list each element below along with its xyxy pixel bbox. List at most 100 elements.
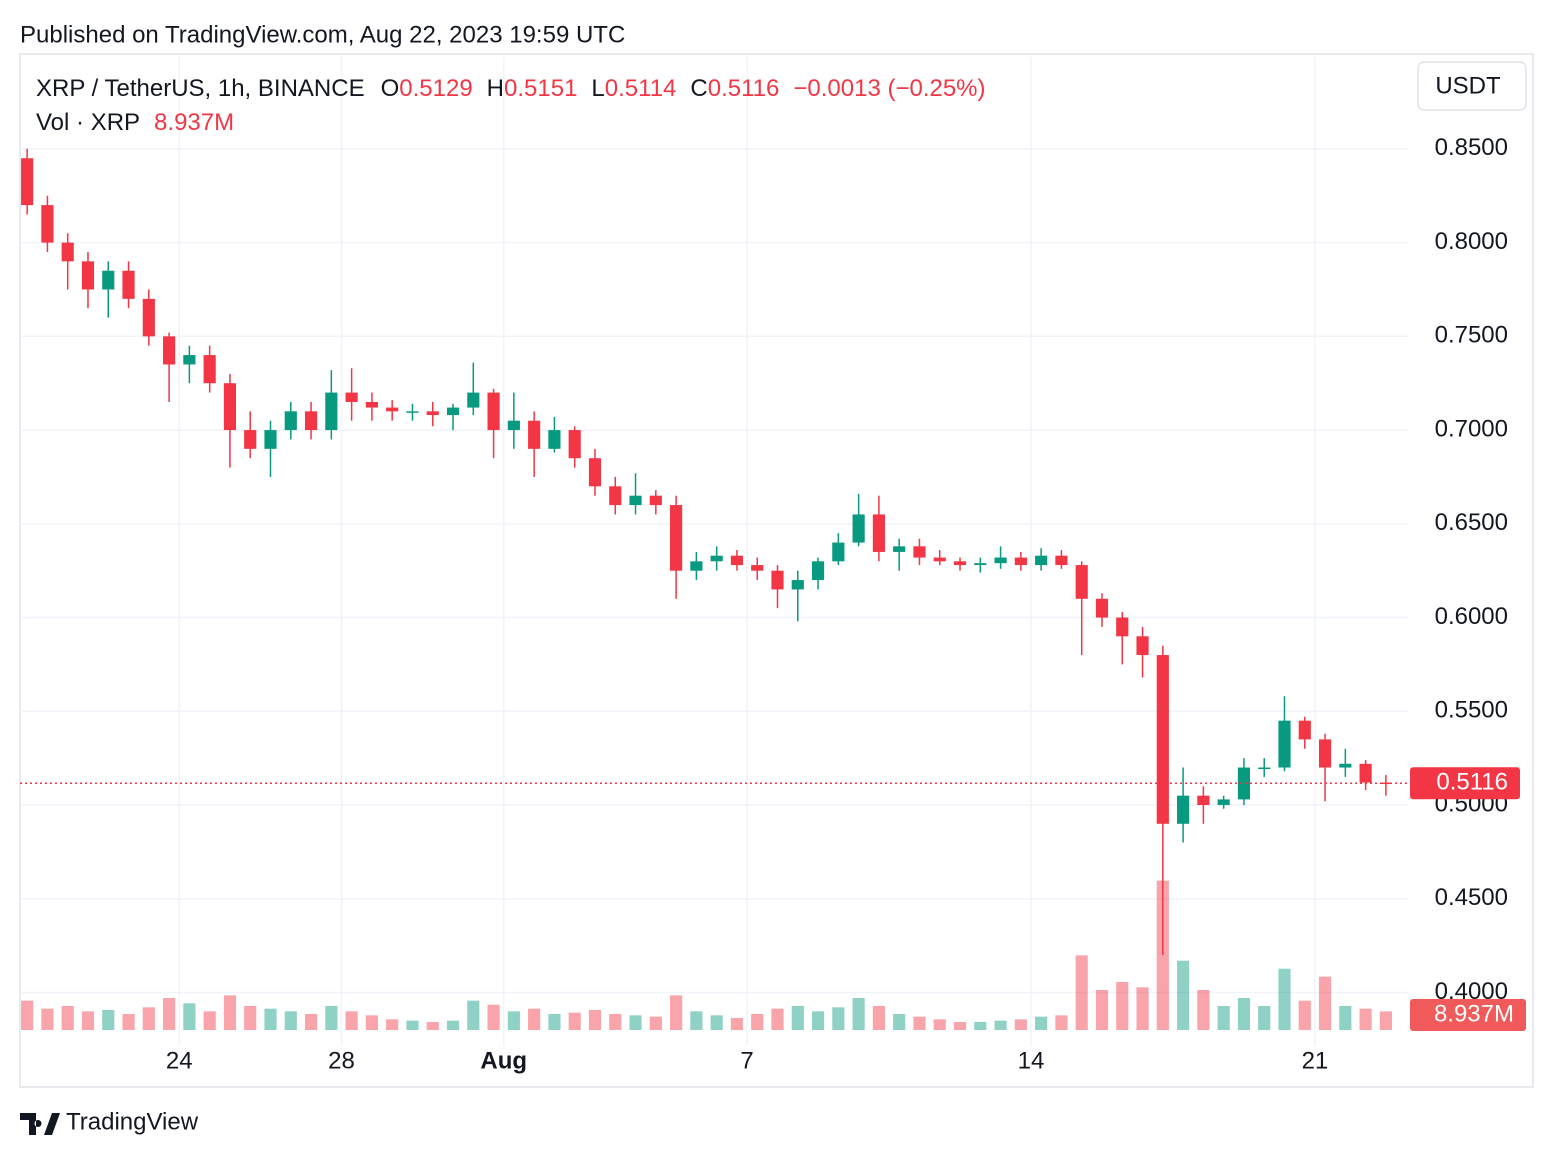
volume-bar [1318, 976, 1332, 1030]
candle-body [528, 420, 541, 449]
x-tick-label: 24 [166, 1047, 193, 1074]
volume-bar [406, 1020, 419, 1030]
volume-bar [446, 1020, 460, 1030]
volume-bar [933, 1019, 946, 1030]
volume-bar [223, 995, 237, 1030]
volume-bar [507, 1011, 520, 1030]
volume-bar [487, 1004, 500, 1030]
volume-bar [1177, 960, 1190, 1030]
candle-body [487, 392, 500, 431]
candle-body [102, 270, 115, 290]
candle-body [893, 546, 906, 552]
y-tick-label: 0.6000 [1435, 603, 1508, 630]
candle-body [588, 458, 602, 487]
candle-body [365, 401, 378, 408]
x-tick-label: 14 [1018, 1047, 1045, 1074]
volume-bar [1156, 880, 1169, 1030]
volume-bar [1197, 990, 1210, 1030]
plot: 0.40000.45000.50000.55000.60000.65000.70… [20, 57, 1526, 1074]
candle-body [406, 411, 419, 413]
volume-bar [264, 1008, 277, 1030]
currency-button[interactable] [1417, 61, 1527, 111]
volume-bar [1298, 1000, 1311, 1030]
currency-label[interactable]: USDT [1435, 72, 1501, 99]
volume-bar [649, 1016, 662, 1030]
candle-body [284, 411, 297, 431]
volume-bar [730, 1018, 744, 1030]
volume-bar [163, 998, 176, 1030]
candle-body [446, 407, 460, 416]
candle-body [507, 420, 520, 431]
candle-body [1217, 799, 1230, 806]
volume-bar [751, 1014, 764, 1030]
volume-bar [832, 1007, 845, 1030]
candle-body [771, 570, 784, 590]
candle-body [1237, 767, 1251, 800]
volume-bar [183, 1003, 196, 1030]
candle-body [791, 580, 804, 590]
volume-bar [852, 998, 865, 1030]
last-price-tag [1410, 767, 1520, 800]
published: Published on TradingView.com, Aug 22, 20… [20, 21, 625, 48]
volume-bar [953, 1022, 967, 1030]
volume-bar [872, 1006, 885, 1030]
volume-bar [345, 1011, 358, 1030]
candle-body [1014, 557, 1027, 566]
volume-bar [304, 1014, 318, 1030]
y-tick-label: 0.7500 [1435, 322, 1508, 349]
volume-legend: Vol · XRP 8.937M [36, 109, 234, 136]
volume-bar [325, 1006, 338, 1030]
candle-body [751, 565, 764, 571]
volume-tag [1410, 999, 1526, 1031]
candle-body [1318, 739, 1332, 768]
candle-body [21, 158, 34, 206]
candle-body [872, 514, 885, 552]
last-price-label: 0.5116 [1436, 769, 1508, 796]
candle-body [142, 298, 155, 337]
candle-body [223, 383, 237, 431]
volume-bar [61, 1006, 74, 1030]
volume-bar [893, 1014, 906, 1030]
candle-body [1278, 720, 1291, 768]
candle-body [730, 555, 744, 566]
candle-body [304, 411, 318, 431]
volume-bar [710, 1015, 723, 1030]
y-tick-label: 0.8000 [1435, 228, 1508, 255]
candle-body [41, 205, 54, 243]
y-tick-label: 0.6500 [1435, 509, 1508, 536]
volume-bar [203, 1011, 216, 1030]
volume-bar [1075, 955, 1088, 1030]
y-tick-label: 0.5500 [1435, 697, 1508, 724]
volume-bar [244, 1006, 257, 1030]
candle-body [1298, 720, 1311, 740]
volume-bar [670, 995, 683, 1030]
volume-bar [1136, 987, 1149, 1030]
candle-body [832, 542, 845, 562]
volume-bar [1055, 1015, 1068, 1030]
volume-bar [588, 1010, 602, 1030]
logo [20, 1113, 60, 1135]
volume-bar [467, 1000, 480, 1030]
candle-body [244, 430, 257, 449]
candle-body [913, 546, 926, 558]
volume-bar [568, 1012, 581, 1030]
y-tick-label: 0.8500 [1435, 134, 1508, 161]
volume-bar [1116, 982, 1129, 1030]
volume-bar [1258, 1006, 1271, 1030]
y-tick-label: 0.4500 [1435, 884, 1508, 911]
candle-body [1339, 763, 1352, 768]
candle-body [1197, 795, 1210, 806]
x-tick-label: 7 [740, 1047, 753, 1074]
candle-body [953, 561, 967, 566]
legend: XRP / TetherUS, 1h, BINANCE O0.5129 H0.515… [36, 75, 986, 102]
volume-bar [548, 1014, 561, 1030]
volume-bar [811, 1011, 825, 1030]
candle-body [203, 355, 216, 384]
candle-body [548, 430, 561, 449]
candle-body [183, 355, 196, 365]
volume-bar [913, 1016, 926, 1030]
y-tick-label: 0.7000 [1435, 415, 1508, 442]
candle-body [81, 261, 95, 290]
volume-bar [1359, 1008, 1372, 1030]
